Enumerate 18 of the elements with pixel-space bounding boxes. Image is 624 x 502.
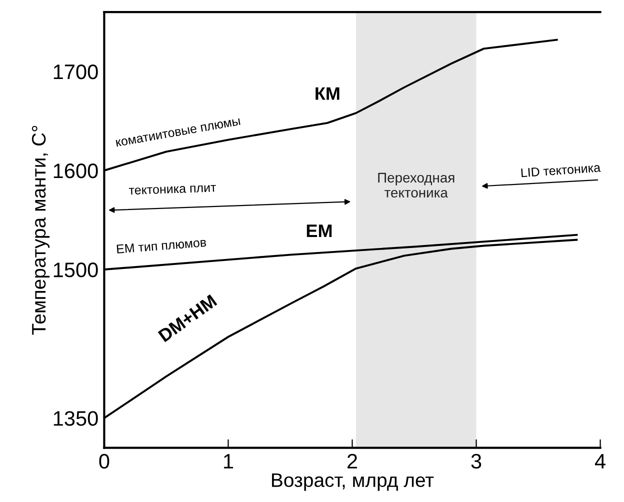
y-tick-label: 1600 [54,164,98,178]
y-tick-label: 1700 [54,64,98,80]
y-axis-title: Температура манти, С° [32,126,50,335]
x-tick-label: 3 [471,454,482,469]
series-label: КМ [316,87,340,100]
x-tick-label: 2 [348,454,357,468]
series-label: ЕМ [306,224,332,238]
annotation: ЕМ тип плюмов [116,238,206,254]
x-tick-label: 0 [99,454,110,469]
x-tick-label: 1 [224,454,234,468]
x-axis-title: Возраст, млрд лет [272,473,434,491]
y-tick-label: 1500 [54,262,98,278]
x-tick-label: 4 [594,454,606,468]
annotation: коматиитовые плюмы [116,118,240,147]
band-label: Переходная тектоника [378,172,454,198]
annotation: LID тектоника [521,163,601,178]
annotation: тектоника плит [128,184,216,195]
y-tick-label: 1350 [54,411,98,426]
